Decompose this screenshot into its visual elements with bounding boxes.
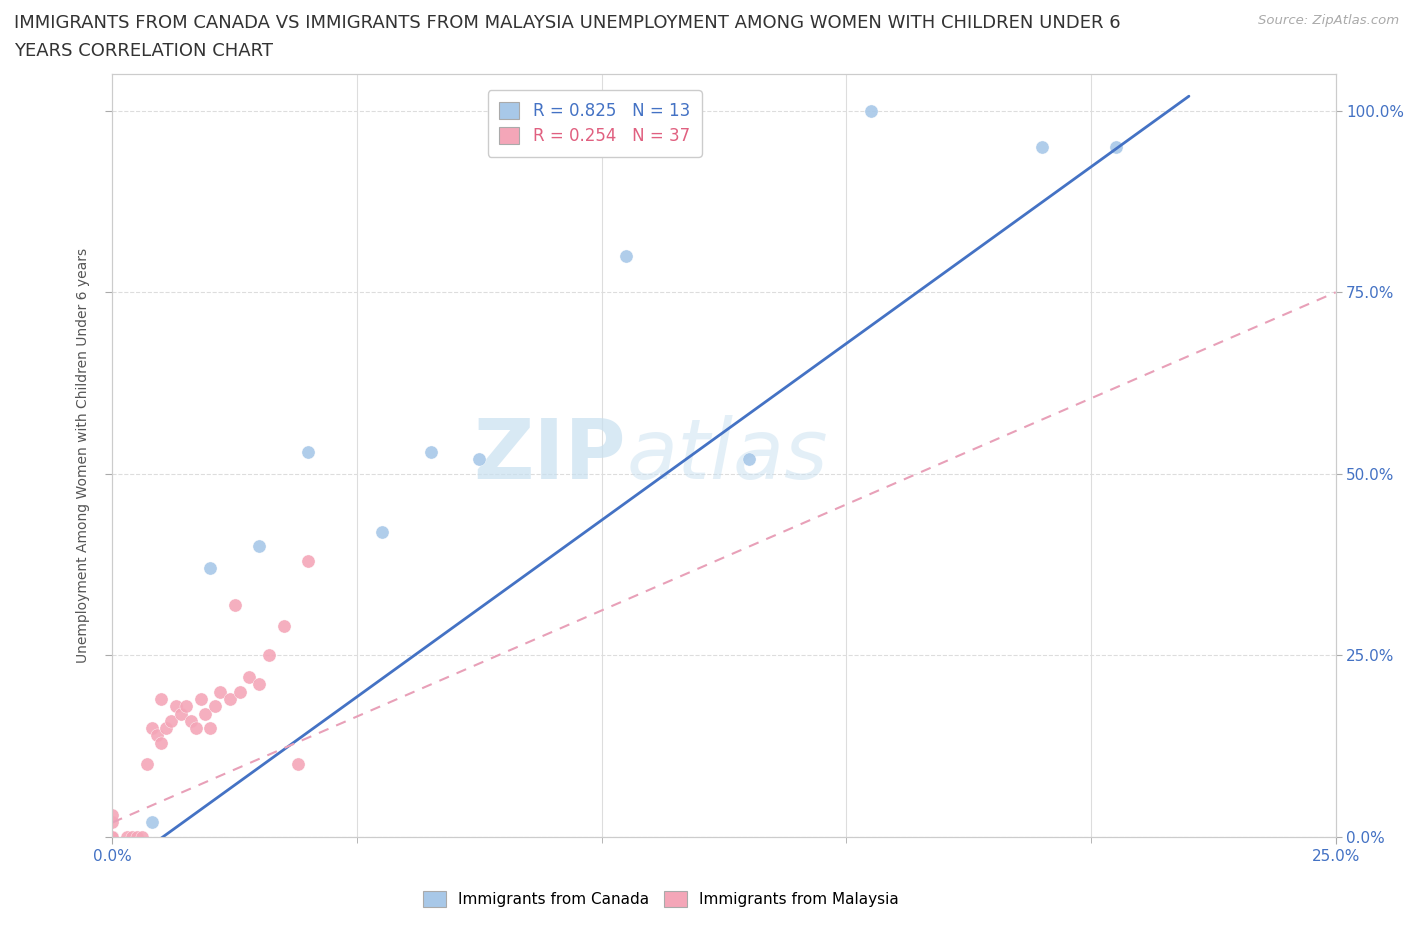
Point [131,830,153,844]
Point [135,757,157,772]
Point [247,539,270,554]
Point [370,525,392,539]
Point [121,830,143,844]
Point [257,648,280,663]
Point [468,452,491,467]
Point [194,706,217,721]
Point [165,698,187,713]
Point [180,713,202,728]
Text: Source: ZipAtlas.com: Source: ZipAtlas.com [1258,14,1399,27]
Point [155,721,177,736]
Point [1104,140,1126,154]
Text: IMMIGRANTS FROM CANADA VS IMMIGRANTS FROM MALAYSIA UNEMPLOYMENT AMONG WOMEN WITH: IMMIGRANTS FROM CANADA VS IMMIGRANTS FRO… [14,14,1121,32]
Point [247,677,270,692]
Point [145,728,167,743]
Point [174,698,197,713]
Point [101,808,124,823]
Point [150,692,173,707]
Point [170,706,193,721]
Point [101,830,124,844]
Point [200,721,222,736]
Point [209,684,232,699]
Point [200,561,222,576]
Legend: R = 0.825   N = 13, R = 0.254   N = 37: R = 0.825 N = 13, R = 0.254 N = 37 [488,90,702,156]
Point [125,830,148,844]
Point [614,248,637,263]
Point [150,735,173,750]
Point [419,445,441,459]
Point [184,721,207,736]
Point [224,597,246,612]
Point [141,721,163,736]
Legend: Immigrants from Canada, Immigrants from Malaysia: Immigrants from Canada, Immigrants from … [416,884,905,913]
Point [115,830,138,844]
Point [204,698,226,713]
Point [219,692,242,707]
Text: atlas: atlas [626,415,828,497]
Point [141,815,163,830]
Point [737,452,759,467]
Point [297,553,319,568]
Text: ZIP: ZIP [474,415,626,497]
Text: YEARS CORRELATION CHART: YEARS CORRELATION CHART [14,42,273,60]
Point [541,140,564,154]
Point [101,830,124,844]
Point [859,103,882,118]
Point [190,692,212,707]
Point [228,684,250,699]
Point [101,830,124,844]
Point [101,815,124,830]
Point [287,757,309,772]
Point [101,830,124,844]
Y-axis label: Unemployment Among Women with Children Under 6 years: Unemployment Among Women with Children U… [76,248,90,663]
Point [238,670,260,684]
Point [160,713,183,728]
Point [297,445,319,459]
Point [273,619,295,634]
Point [1031,140,1053,154]
Point [101,830,124,844]
